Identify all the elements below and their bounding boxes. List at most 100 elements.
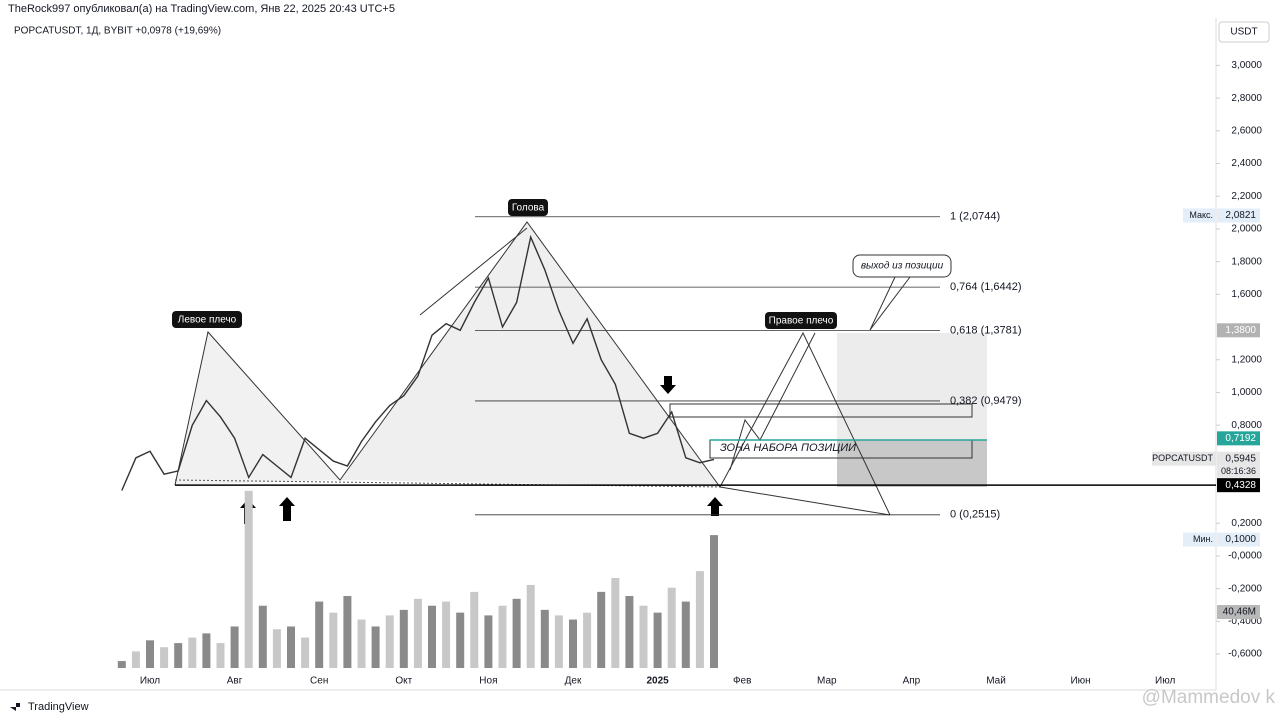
- tag-timer: 08:16:36: [1221, 466, 1256, 476]
- price-tag: [1217, 208, 1260, 223]
- x-tick-label: Май: [986, 676, 1006, 687]
- fib-label: 0,764 (1,6442): [950, 281, 1022, 293]
- x-tick-label: Июл: [140, 676, 160, 687]
- fib-label: 0,382 (0,9479): [950, 395, 1022, 407]
- head-label: Голова: [512, 203, 545, 214]
- volume-bar: [371, 626, 380, 668]
- attribution: TheRock997 опубликовал(а) на TradingView…: [8, 3, 395, 15]
- tag-timer-box: [1217, 465, 1260, 478]
- volume-bar: [639, 605, 648, 668]
- volume-bar: [188, 637, 197, 668]
- x-tick-label: Дек: [565, 676, 582, 687]
- zone-label: ЗОНА НАБОРА ПОЗИЦИИ: [720, 442, 856, 454]
- volume-bar: [315, 601, 324, 668]
- pattern-line: [174, 221, 721, 488]
- y-tick-label: 2,8000: [1231, 93, 1262, 104]
- volume-bar: [498, 605, 507, 668]
- price-tag: [1217, 478, 1260, 493]
- y-tick-label: 1,8000: [1231, 256, 1262, 267]
- projection-line: [729, 332, 816, 471]
- volume-bar: [301, 637, 310, 668]
- callout-pointer: [869, 276, 911, 331]
- y-tick-label: 2,6000: [1231, 125, 1262, 136]
- volume-bar: [117, 661, 126, 668]
- price-tag: [1217, 431, 1260, 446]
- volume-bar: [272, 629, 281, 668]
- x-tick-label: Фев: [733, 676, 751, 687]
- volume-bar: [611, 578, 620, 668]
- volume-bar: [653, 612, 662, 668]
- volume-bar: [428, 605, 436, 668]
- volume-bar: [681, 601, 690, 668]
- left-shoulder-area: [175, 332, 340, 485]
- volume-bar: [258, 605, 267, 668]
- volume-bar: [512, 598, 521, 668]
- y-tick-label: -0,6000: [1228, 649, 1262, 660]
- currency-button[interactable]: [1218, 21, 1270, 43]
- price-tag-label: 0,7192: [1225, 433, 1256, 444]
- volume-tag: [1217, 605, 1260, 619]
- volume-bar: [695, 571, 704, 668]
- volume-bar: [583, 612, 592, 668]
- volume-bar: [146, 640, 154, 668]
- volume-bar: [667, 587, 676, 668]
- trend-line: [419, 227, 528, 316]
- y-tick-label: 0,2000: [1231, 518, 1262, 529]
- volume-tag-label: 40,46M: [1223, 607, 1256, 618]
- brand: TradingView: [28, 701, 89, 713]
- volume-bar: [710, 535, 718, 668]
- x-tick-label: Сен: [310, 676, 328, 687]
- price-tag: [1217, 451, 1260, 466]
- volume-bar: [625, 596, 634, 668]
- arrow-up: [707, 497, 723, 516]
- x-tick-label: Авг: [227, 676, 243, 687]
- volume-bar: [174, 643, 183, 668]
- volume-bar: [230, 626, 239, 668]
- symbol-line: POPCATUSDT, 1Д, BYBIT +0,0978 (+19,69%): [14, 26, 221, 37]
- price-tag-label: 0,4328: [1225, 480, 1256, 491]
- label-box: [508, 199, 548, 216]
- volume-bar: [343, 596, 352, 668]
- price-tag-label: 0,1000: [1225, 534, 1256, 545]
- y-tick-label: 1,2000: [1231, 354, 1262, 365]
- y-tick-label: 1,0000: [1231, 387, 1262, 398]
- watermark: @Mammedov k: [1142, 687, 1276, 708]
- price-tag: [1217, 323, 1260, 338]
- y-tick-label: 1,6000: [1231, 289, 1262, 300]
- price-tag: [1217, 532, 1260, 547]
- price-tag-label: 0,5945: [1225, 453, 1256, 464]
- target-zone: [837, 440, 987, 487]
- volume-bar: [160, 647, 169, 668]
- tag-caption: POPCATUSDT: [1152, 453, 1213, 463]
- fib-label: 0,618 (1,3781): [950, 325, 1022, 337]
- volume-bar: [569, 619, 577, 668]
- volume-bar: [597, 591, 606, 668]
- volume-bar: [399, 609, 408, 668]
- y-tick-label: 2,4000: [1231, 158, 1262, 169]
- x-tick-label: Июн: [1070, 676, 1090, 687]
- currency: USDT: [1230, 27, 1257, 38]
- y-tick-label: 3,0000: [1231, 60, 1262, 71]
- projection-line: [719, 486, 891, 516]
- arrow-up: [279, 497, 295, 521]
- volume-bar: [413, 598, 422, 668]
- volume-bar: [484, 615, 493, 668]
- y-tick-label: 2,0000: [1231, 224, 1262, 235]
- tag-caption-box: [1183, 532, 1216, 547]
- volume-bar: [287, 626, 295, 668]
- y-tick-label: 0,8000: [1231, 420, 1262, 431]
- volume-bar: [202, 633, 211, 668]
- tag-caption-box: [1152, 451, 1216, 466]
- volume-bar: [554, 615, 563, 668]
- volume-bar: [244, 490, 253, 668]
- x-tick-label: Июл: [1155, 676, 1175, 687]
- price-tag-label: 1,3800: [1225, 325, 1256, 336]
- x-tick-label: Апр: [903, 676, 921, 687]
- volume-bar: [540, 609, 549, 668]
- x-tick-label: Мар: [817, 676, 837, 687]
- price-tag-label: 2,0821: [1225, 210, 1256, 221]
- volume-bar: [456, 612, 465, 668]
- right-shoulder-label: Правое плечо: [769, 316, 834, 327]
- arrow-down: [660, 376, 676, 394]
